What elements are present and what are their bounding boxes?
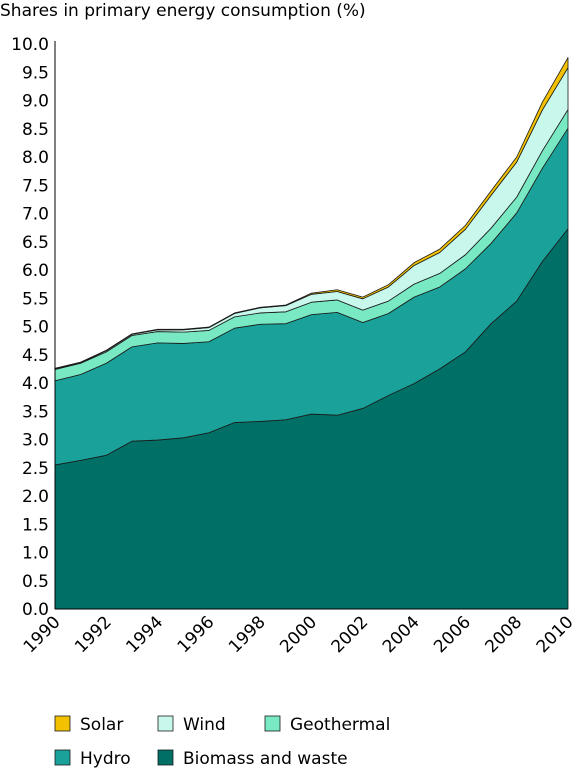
x-tick-label: 2000 bbox=[276, 612, 321, 657]
legend-swatch bbox=[157, 749, 174, 766]
legend: Solar Wind Geothermal Hydro Biomass and wast… bbox=[54, 715, 390, 768]
legend-item-biomass-and-waste: Biomass and waste bbox=[157, 749, 348, 768]
y-tick-labels: 0.0 0.5 1.0 1.5 2.0 2.5 3.0 3.5 4.0 4.5 5.0 5.5 6.0 6… bbox=[11, 35, 49, 620]
y-tick-label: 4.0 bbox=[22, 374, 49, 394]
legend-swatch bbox=[157, 715, 174, 732]
legend-swatch bbox=[54, 715, 71, 732]
x-tick-labels: 1990 1992 1994 1996 1998 2000 2002 2004 2006 2008… bbox=[20, 612, 578, 657]
y-tick-label: 6.5 bbox=[22, 233, 49, 253]
legend-item-solar: Solar bbox=[54, 715, 123, 735]
y-tick-label: 3.5 bbox=[22, 402, 49, 422]
area-solar bbox=[54, 57, 569, 370]
y-tick-label: 8.0 bbox=[22, 148, 49, 168]
x-tick-label: 2002 bbox=[328, 612, 373, 657]
y-tick-label: 3.0 bbox=[22, 431, 49, 451]
area-series-group bbox=[54, 57, 569, 610]
y-tick-label: 0.5 bbox=[22, 572, 49, 592]
y-tick-label: 9.5 bbox=[22, 63, 49, 83]
y-tick-label: 0.0 bbox=[22, 600, 49, 620]
x-tick-label: 1992 bbox=[71, 612, 116, 657]
legend-swatch bbox=[264, 715, 281, 732]
y-tick-label: 5.5 bbox=[22, 289, 49, 309]
x-tick-label: 1996 bbox=[174, 612, 219, 657]
y-tick-label: 2.0 bbox=[22, 487, 49, 507]
x-tick-label: 2006 bbox=[430, 612, 475, 657]
x-tick-label: 2008 bbox=[482, 612, 527, 657]
y-tick-label: 10.0 bbox=[11, 35, 49, 55]
x-tick-label: 1994 bbox=[122, 612, 167, 657]
legend-swatch bbox=[54, 749, 71, 766]
x-tick-label: 2004 bbox=[379, 612, 424, 657]
chart-title: Shares in primary energy consumption (%) bbox=[0, 1, 366, 21]
axes-group bbox=[54, 41, 568, 610]
y-tick-label: 7.5 bbox=[22, 176, 49, 196]
y-tick-label: 7.0 bbox=[22, 205, 49, 225]
legend-item-wind: Wind bbox=[157, 715, 226, 735]
legend-label: Biomass and waste bbox=[183, 749, 348, 768]
x-tick-label: 1998 bbox=[225, 612, 270, 657]
y-tick-label: 5.0 bbox=[22, 318, 49, 338]
legend-label: Wind bbox=[183, 715, 226, 735]
x-tick-label: 2010 bbox=[533, 612, 578, 657]
legend-label: Solar bbox=[80, 715, 123, 735]
y-tick-label: 4.5 bbox=[22, 346, 49, 366]
y-tick-label: 8.5 bbox=[22, 120, 49, 140]
y-tick-label: 1.5 bbox=[22, 515, 49, 535]
legend-label: Hydro bbox=[80, 749, 131, 768]
y-tick-label: 1.0 bbox=[22, 544, 49, 564]
y-tick-label: 6.0 bbox=[22, 261, 49, 281]
legend-label: Geothermal bbox=[290, 715, 390, 735]
y-tick-label: 9.0 bbox=[22, 92, 49, 112]
legend-item-geothermal: Geothermal bbox=[264, 715, 390, 735]
legend-item-hydro: Hydro bbox=[54, 749, 131, 768]
y-tick-label: 2.5 bbox=[22, 459, 49, 479]
